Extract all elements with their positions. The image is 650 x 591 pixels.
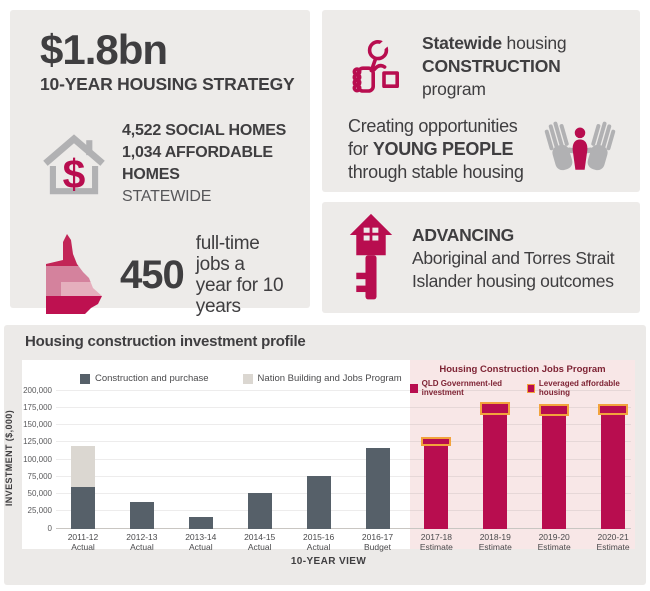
bar-2014-15 — [247, 493, 272, 529]
chart-card: Housing construction investment profile … — [4, 325, 646, 585]
construction-panel: Statewide housing CONSTRUCTION program C… — [322, 10, 640, 192]
legend-swatch-crimson-outlined — [527, 383, 535, 393]
gridline — [56, 424, 631, 425]
jobs-program-title: Housing Construction Jobs Program — [439, 364, 606, 375]
x-tick-label: 2017-18 Estimate — [419, 532, 453, 552]
x-tick-label: 2013-14 Actual — [185, 532, 217, 552]
gridline — [56, 475, 631, 477]
legend-right: QLD Government-led investment Leveraged … — [410, 379, 635, 397]
bar-segment — [601, 415, 626, 529]
jobs-number: 450 — [120, 252, 185, 297]
gridline — [56, 510, 631, 512]
gridline — [56, 458, 631, 460]
gridline — [56, 406, 631, 408]
gridline — [56, 493, 631, 494]
bar-segment — [480, 402, 511, 415]
bar-2020-21 — [598, 403, 629, 529]
bar-segment — [598, 403, 629, 416]
homes-text: 4,522 SOCIAL HOMES 1,034 AFFORDABLE HOME… — [122, 120, 298, 208]
statewide-line: STATEWIDE — [122, 188, 212, 206]
house-dollar-icon: $ — [40, 132, 108, 196]
bar-segment — [542, 416, 567, 529]
house-key-icon — [348, 212, 394, 304]
y-axis-label: INVESTMENT ($,000) — [4, 409, 14, 507]
bar-segment — [71, 487, 95, 529]
strategy-amount: $1.8bn — [40, 26, 168, 73]
x-tick-label: 2011-12 Actual — [67, 532, 99, 552]
legend-item-construction: Construction and purchase — [80, 373, 209, 384]
hands-person-icon — [540, 117, 620, 183]
bar-segment — [424, 446, 449, 529]
jobs-row: 450 full-time jobs a year for 10 years — [40, 230, 298, 320]
legend-item-nation-building: Nation Building and Jobs Program — [242, 373, 402, 384]
bar-segment — [188, 517, 213, 529]
bar-segment — [129, 502, 154, 529]
legend-item-leveraged: Leveraged affordable housing — [527, 379, 635, 397]
advancing-panel: ADVANCING Aboriginal and Torres Strait I… — [322, 202, 640, 313]
advancing-text: ADVANCING Aboriginal and Torres Strait I… — [412, 224, 615, 291]
x-tick-label: 2018-19 Estimate — [478, 532, 512, 552]
y-tick-label: 100,000 — [23, 454, 52, 464]
affordable-homes-line: 1,034 AFFORDABLE HOMES — [122, 144, 273, 184]
gridline — [56, 441, 631, 443]
bar-segment — [421, 437, 452, 447]
legend-swatch-lightgray — [242, 373, 253, 384]
y-tick-label: 0 — [47, 523, 52, 533]
x-tick-label: 2015-16 Actual — [302, 532, 335, 552]
bar-segment — [483, 414, 508, 529]
gridline — [56, 527, 631, 529]
bar-2017-18 — [421, 437, 452, 529]
y-tick-label: 150,000 — [23, 420, 52, 429]
plot-area: Construction and purchase Nation Buildin… — [22, 360, 635, 552]
queensland-map-icon — [40, 230, 112, 320]
legend-left: Construction and purchase Nation Buildin… — [80, 373, 402, 384]
y-tick-label: 25,000 — [27, 506, 52, 516]
bar-segment — [247, 493, 272, 529]
social-homes-line: 4,522 SOCIAL HOMES — [122, 122, 287, 140]
bar-2013-14 — [188, 517, 213, 529]
advancing-row: ADVANCING Aboriginal and Torres Strait I… — [348, 212, 622, 304]
strategy-panel: $1.8bn 10-YEAR HOUSING STRATEGY $ 4,522 … — [10, 10, 310, 317]
bar-2016-17 — [365, 448, 390, 529]
construction-title-row: Statewide housing CONSTRUCTION program — [348, 32, 620, 101]
y-tick-label: 125,000 — [23, 437, 52, 447]
young-people-row: Creating opportunities for YOUNG PEOPLE … — [348, 115, 620, 184]
bar-2018-19 — [480, 402, 511, 529]
bar-segment — [71, 445, 95, 488]
y-tick-label: 50,000 — [27, 489, 52, 498]
jobs-text: full-time jobs a year for 10 years — [195, 233, 284, 318]
chart-footer: 10-YEAR VIEW — [290, 556, 367, 567]
y-tick-label: 200,000 — [23, 385, 52, 395]
x-tick-label: 2016-17 Budget — [361, 532, 394, 552]
bar-2015-16 — [306, 476, 331, 529]
young-people-text: Creating opportunities for YOUNG PEOPLE … — [348, 116, 524, 182]
chart-title: Housing construction investment profile — [25, 333, 306, 350]
x-tick-label: 2019-20 Estimate — [537, 532, 571, 552]
strategy-subtitle: 10-YEAR HOUSING STRATEGY — [40, 74, 295, 95]
x-tick-label: 2020-21 Estimate — [596, 532, 630, 552]
bar-2011-12 — [71, 445, 95, 529]
legend-swatch-crimson — [410, 383, 418, 393]
wrench-hand-icon — [348, 35, 408, 99]
bar-segment — [365, 448, 390, 529]
x-tick-label: 2014-15 Actual — [244, 532, 276, 552]
y-tick-label: 75,000 — [27, 471, 52, 481]
social-homes-row: $ 4,522 SOCIAL HOMES 1,034 AFFORDABLE HO… — [40, 120, 298, 208]
legend-swatch-slate — [80, 373, 90, 384]
bar-2019-20 — [539, 404, 570, 529]
bar-2012-13 — [129, 502, 154, 529]
bar-segment — [306, 476, 331, 529]
svg-text:$: $ — [63, 151, 86, 196]
construction-title: Statewide housing CONSTRUCTION program — [422, 33, 567, 99]
x-tick-label: 2012-13 Actual — [126, 532, 158, 552]
y-tick-label: 175,000 — [23, 402, 52, 412]
bar-segment — [539, 404, 570, 417]
legend-item-qld-investment: QLD Government-led investment — [410, 379, 527, 397]
gridline — [56, 389, 631, 391]
